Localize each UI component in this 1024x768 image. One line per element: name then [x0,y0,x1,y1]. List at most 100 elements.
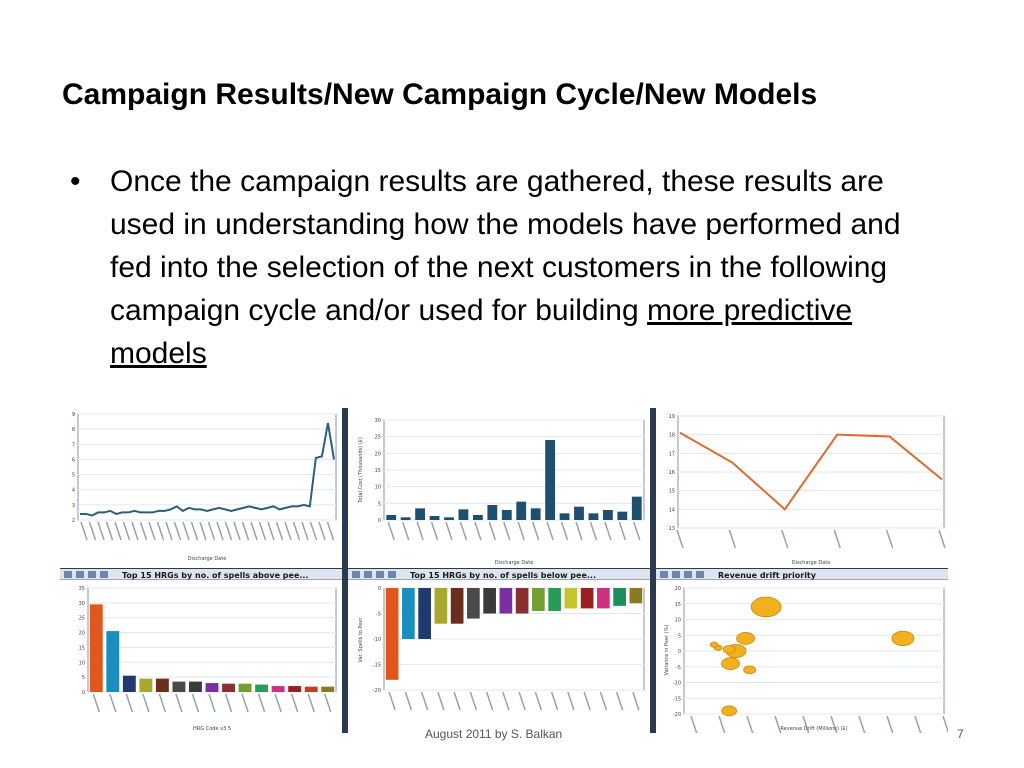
bullet-text: Once the campaign results are gathered, … [110,160,930,375]
toolbar-icon[interactable] [660,571,668,578]
x-tick-mark [125,693,134,713]
bubble [721,657,740,670]
y-tick-label: 0 [378,518,381,524]
x-tick-mark [802,715,810,735]
x-tick-mark [583,691,591,711]
x-tick-mark [474,521,482,541]
toolbar-icon[interactable] [376,571,384,578]
y-tick-label: 4 [72,488,75,494]
toolbar-icon[interactable] [364,571,372,578]
series-line [80,422,335,517]
bar [271,686,285,692]
x-tick-mark [503,521,511,541]
x-tick-mark [830,715,838,735]
toolbar-icon[interactable] [100,571,108,578]
x-tick-mark [885,529,894,549]
bar [487,505,498,520]
y-tick-label: 16 [669,470,675,476]
x-tick-mark [307,693,315,713]
x-tick-mark [318,521,326,541]
bar [238,683,252,692]
toolbar-1[interactable]: Top 15 HRGs by no. of spells above pee..… [60,569,342,580]
bar [559,513,570,520]
toolbar-icon[interactable] [76,571,84,578]
x-tick-mark [175,693,183,713]
x-tick-mark [942,715,950,735]
bar [515,588,529,614]
bar [222,683,235,692]
x-tick-mark [886,715,894,735]
bar [304,686,318,692]
bar [288,686,302,692]
toolbar-icon[interactable] [352,571,360,578]
bar [580,588,594,609]
toolbar-title-1: Top 15 HRGs by no. of spells above pee..… [122,571,309,580]
bar [155,678,169,692]
y-tick-label: 15 [675,602,681,608]
x-tick-mark [914,715,922,735]
y-tick-label: -10 [373,637,381,643]
toolbar-2[interactable]: Top 15 HRGs by no. of spells below pee..… [348,569,650,580]
y-tick-label: -20 [373,688,381,694]
toolbar-title-3: Revenue drift priority [718,571,816,580]
toolbar-icon[interactable] [672,571,680,578]
bar [617,511,628,520]
bar [321,686,335,692]
x-tick-mark [122,521,131,541]
y-tick-label: 19 [669,414,675,420]
x-tick-mark [728,529,737,549]
x-tick-mark [257,693,266,713]
x-tick-mark [604,521,612,541]
bar [545,440,556,520]
bar [122,675,136,692]
toolbar-icon[interactable] [388,571,396,578]
plot-area [77,413,337,521]
bar [434,588,448,624]
y-axis-label: Variance in Peer (%) [664,625,670,676]
chart-panel-5: 0 -5 -10 -15 -20 Var. Spells to Peer [348,580,650,733]
bar [139,678,153,692]
x-tick-mark [833,529,841,549]
toolbar-icon[interactable] [684,571,692,578]
bullet-link[interactable]: more predictive models [110,294,853,370]
bar [458,509,469,520]
y-tick-label: -5 [676,665,681,671]
x-tick-mark [567,691,575,711]
x-tick-mark [92,693,100,713]
toolbar-icon[interactable] [88,571,96,578]
plot-area [87,587,337,693]
x-axis-label: Discharge Date [188,556,227,562]
bubble [736,632,755,645]
x-tick-mark [615,691,624,711]
bar [597,588,610,609]
x-tick-mark [182,521,190,541]
x-tick-mark [469,691,478,711]
y-tick-label: 20 [375,451,381,457]
x-tick-mark [301,521,309,541]
bar [386,515,397,520]
bullet-dot: • [70,165,81,198]
y-tick-label: 0 [678,649,681,655]
bar [548,588,561,611]
x-tick-mark [139,521,148,541]
bar [631,496,642,520]
toolbar-icon[interactable] [64,571,72,578]
y-tick-label: 13 [669,526,675,532]
toolbar-3[interactable]: Revenue drift priority [656,569,948,580]
x-tick-mark [109,693,117,713]
toolbar-icon[interactable] [696,571,704,578]
bar [444,517,454,520]
x-tick-mark [207,521,216,541]
x-tick-mark [388,691,396,711]
x-tick-mark [546,521,554,541]
x-tick-mark [233,521,241,541]
bar [255,684,269,692]
chart-panel-1: 2 3 4 5 6 7 8 9 Discharge Date [60,408,342,568]
x-axis-label: Discharge Date [792,560,831,566]
x-axis-label: Discharge Date [495,560,534,566]
y-tick-label: 7 [72,442,75,448]
bar [189,681,202,692]
x-tick-mark [502,691,510,711]
x-tick-mark [938,529,946,549]
x-tick-mark [718,715,726,735]
